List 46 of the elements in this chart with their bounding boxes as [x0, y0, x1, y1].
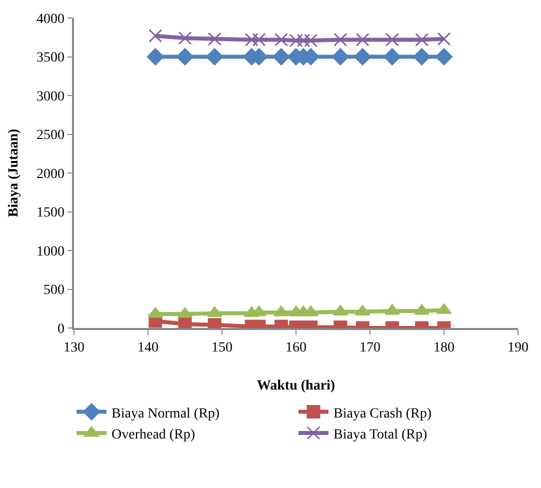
point [435, 48, 453, 66]
point [384, 48, 401, 66]
x-tick-label: 150 [212, 340, 232, 356]
point [148, 29, 162, 43]
point [356, 32, 370, 46]
point [252, 32, 266, 46]
legend-label: Biaya Total (Rp) [334, 427, 428, 442]
x-tick-label: 160 [286, 340, 306, 356]
y-tick-label: 4000 [36, 12, 64, 27]
x-tick-label: 140 [138, 340, 158, 356]
y-tick-label: 2000 [36, 166, 64, 182]
point [274, 306, 289, 316]
point [146, 48, 164, 66]
point [354, 48, 372, 66]
y-axis-title: Biaya (Jutaan) [6, 128, 22, 218]
point [437, 32, 451, 46]
legend-label: Overhead (Rp) [112, 427, 196, 442]
point [272, 48, 290, 66]
x-tick-label: 180 [434, 340, 454, 356]
point [332, 48, 349, 66]
point [414, 304, 430, 315]
point [176, 48, 194, 66]
x-tick-label: 170 [360, 340, 380, 356]
y-tick-label: 500 [43, 283, 64, 298]
legend-label: Biaya Crash (Rp) [334, 406, 432, 422]
y-tick-label: 1000 [36, 244, 64, 260]
point [413, 48, 430, 66]
point [385, 32, 399, 46]
y-tick-label: 3000 [36, 89, 64, 104]
point [303, 306, 318, 316]
x-tick-label: 190 [508, 340, 528, 356]
legend-label: Biaya Normal (Rp) [112, 406, 220, 422]
x-tick-label: 130 [64, 340, 84, 356]
point [415, 32, 429, 46]
point [334, 32, 348, 46]
x-axis-title: Waktu (hari) [256, 378, 336, 394]
y-tick-label: 2500 [36, 128, 64, 144]
y-tick-label: 3500 [36, 50, 64, 66]
point [206, 48, 224, 66]
point [296, 34, 310, 48]
y-tick-label: 1500 [36, 206, 64, 221]
point [384, 304, 400, 315]
point [208, 32, 222, 46]
point [244, 32, 258, 46]
y-tick-label: 0 [57, 322, 64, 337]
point [178, 31, 192, 45]
